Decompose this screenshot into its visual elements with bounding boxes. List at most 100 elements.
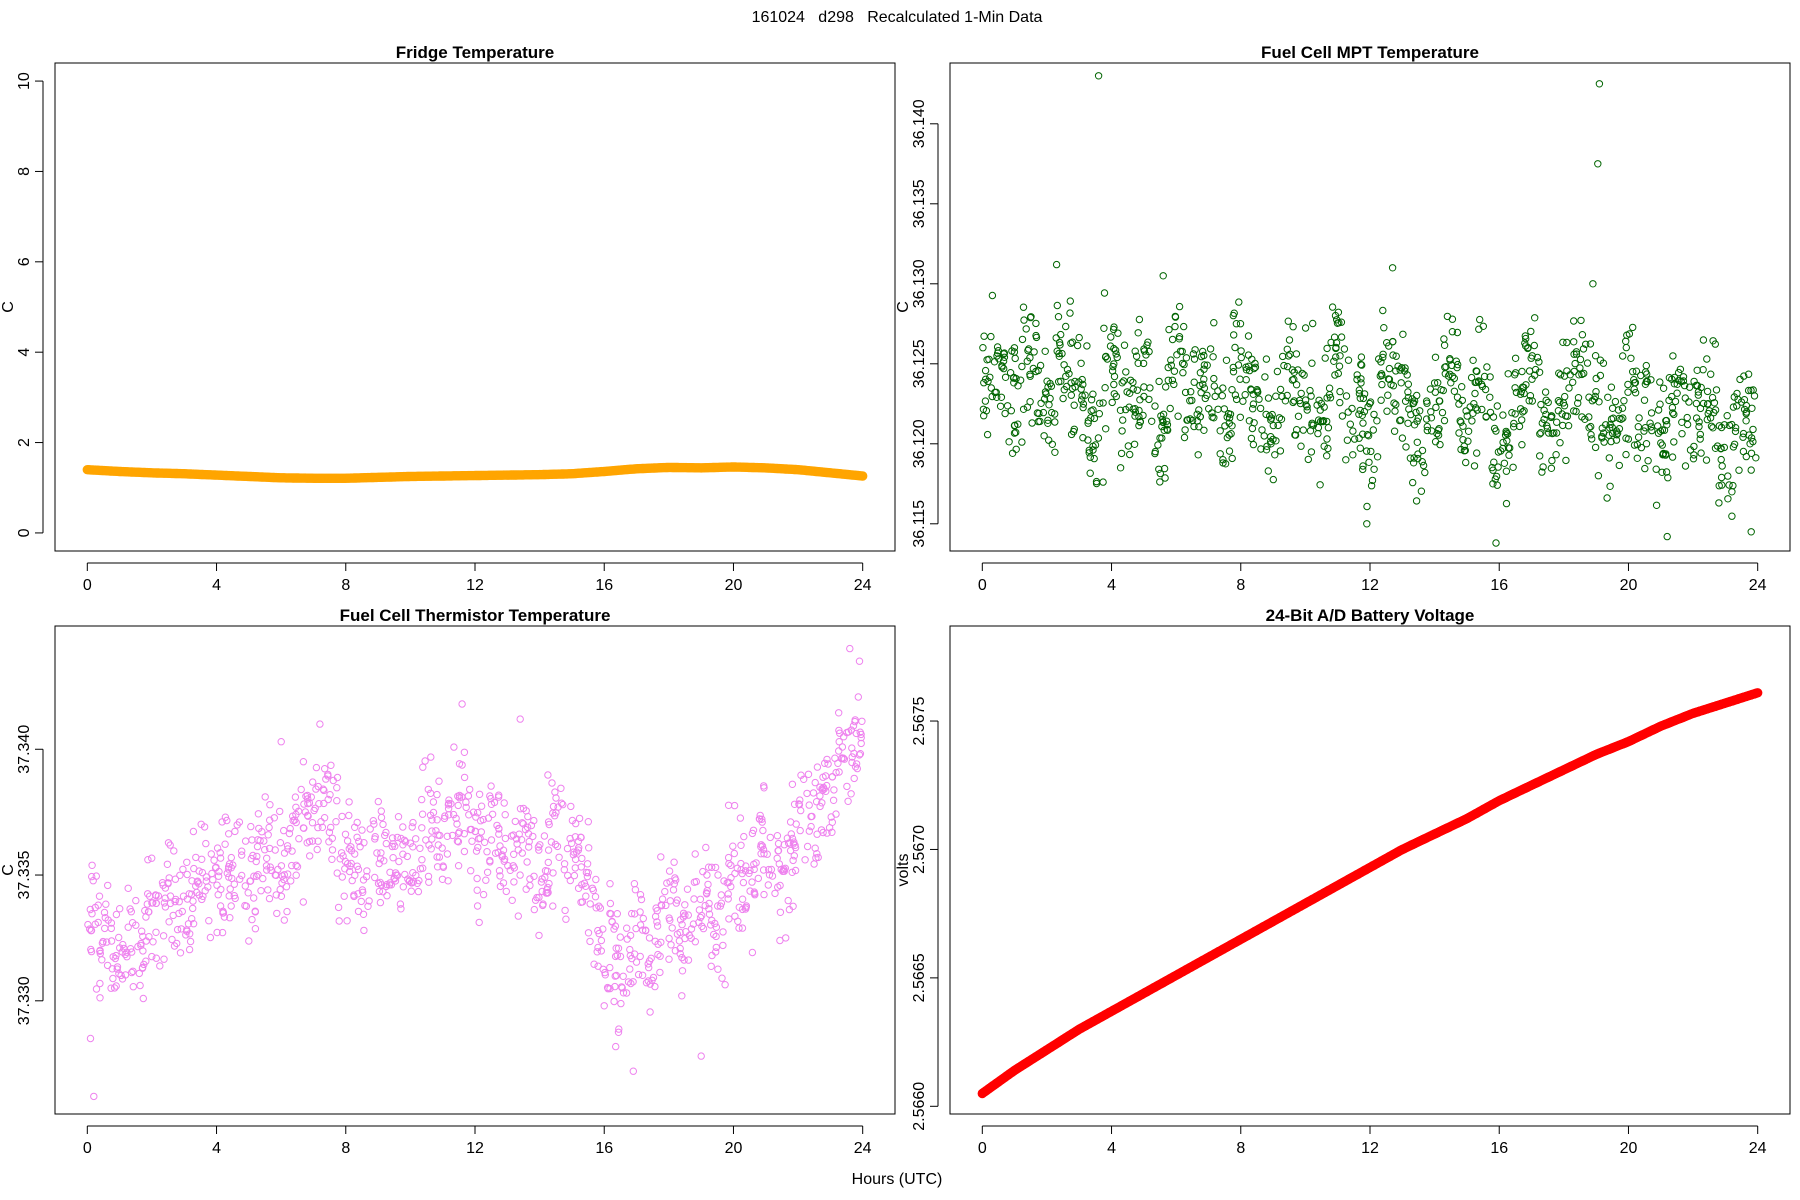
data-point: [610, 997, 618, 1006]
data-point: [729, 842, 737, 850]
data-point: [338, 812, 346, 821]
data-point: [1670, 438, 1678, 446]
data-point: [139, 994, 148, 1003]
data-point: [225, 892, 233, 900]
data-point: [359, 876, 368, 884]
data-point: [479, 890, 488, 899]
data-point: [1522, 334, 1530, 343]
data-point: [206, 933, 215, 942]
data-point: [383, 892, 391, 900]
data-point: [739, 878, 748, 887]
data-point: [375, 887, 384, 896]
data-point: [1042, 390, 1050, 398]
data-point: [144, 856, 152, 864]
data-point: [1673, 380, 1682, 388]
data-point: [661, 887, 669, 896]
data-point: [1026, 398, 1034, 406]
data-point: [1003, 402, 1012, 410]
data-point: [757, 841, 765, 849]
data-point: [1611, 397, 1620, 406]
data-point: [774, 847, 782, 855]
data-point: [283, 842, 292, 850]
data-point: [1237, 353, 1246, 362]
data-point: [1356, 394, 1365, 402]
data-point: [214, 891, 222, 899]
data-point: [1618, 404, 1627, 412]
data-point: [1633, 454, 1642, 462]
data-point: [1635, 414, 1643, 422]
data-point: [1336, 352, 1344, 360]
data-point: [176, 871, 184, 879]
data-point: [1630, 379, 1639, 387]
data-point: [1591, 352, 1600, 360]
data-point: [1303, 406, 1311, 414]
data-point: [260, 837, 268, 845]
data-point: [1355, 386, 1364, 394]
data-point: [1575, 371, 1583, 379]
data-point: [227, 902, 235, 910]
data-point: [760, 850, 768, 858]
data-point: [495, 830, 503, 838]
data-point: [553, 842, 562, 851]
data-point: [1681, 462, 1690, 470]
data-point: [1165, 325, 1173, 334]
data-point: [622, 989, 631, 997]
data-point: [1685, 398, 1693, 406]
data-point: [445, 796, 453, 804]
data-point: [569, 851, 578, 859]
data-point: [834, 759, 842, 767]
data-point: [599, 925, 607, 933]
data-point: [1083, 342, 1091, 350]
y-tick-label: 2.5660: [911, 1082, 928, 1131]
data-point: [1401, 364, 1409, 372]
data-point: [247, 854, 256, 863]
data-point: [462, 798, 470, 806]
data-point: [829, 796, 838, 804]
data-point: [1124, 442, 1133, 450]
data-point: [501, 834, 510, 843]
data-point: [304, 795, 312, 803]
data-point: [1075, 378, 1083, 386]
data-point: [127, 908, 136, 916]
data-point: [1403, 371, 1411, 379]
data-point: [530, 816, 538, 825]
data-point: [1054, 313, 1063, 321]
data-point: [427, 753, 435, 761]
data-point: [345, 845, 353, 853]
x-tick-label: 4: [212, 1140, 221, 1157]
data-point: [1338, 412, 1347, 420]
data-point: [765, 865, 773, 874]
data-point: [1572, 350, 1581, 358]
data-point: [1297, 389, 1305, 398]
data-point: [670, 858, 678, 866]
data-point: [1683, 420, 1692, 429]
data-point: [267, 866, 275, 874]
data-point: [1668, 375, 1676, 383]
data-point: [307, 793, 315, 801]
data-point: [1622, 434, 1630, 442]
data-point: [1398, 434, 1407, 442]
data-point: [92, 872, 101, 880]
data-point: [1158, 434, 1166, 442]
data-point: [1045, 401, 1053, 409]
data-point: [981, 397, 990, 405]
data-point: [1170, 380, 1178, 389]
data-point: [373, 849, 381, 857]
data-point: [1742, 409, 1750, 418]
data-point: [1457, 445, 1465, 454]
data-point: [1292, 350, 1301, 358]
data-point: [1739, 433, 1747, 441]
x-tick-label: 12: [1361, 1140, 1379, 1157]
plot-frame: [949, 625, 1791, 1115]
data-point: [1133, 386, 1142, 394]
x-tick-label: 0: [978, 1140, 987, 1157]
data-point: [1219, 459, 1227, 467]
data-point: [535, 846, 543, 854]
data-point: [1440, 416, 1449, 425]
data-point: [1409, 478, 1417, 487]
data-point: [1235, 298, 1243, 306]
data-point: [1040, 395, 1049, 403]
data-point: [994, 347, 1002, 355]
data-point: [1729, 481, 1737, 490]
data-point: [433, 863, 442, 871]
